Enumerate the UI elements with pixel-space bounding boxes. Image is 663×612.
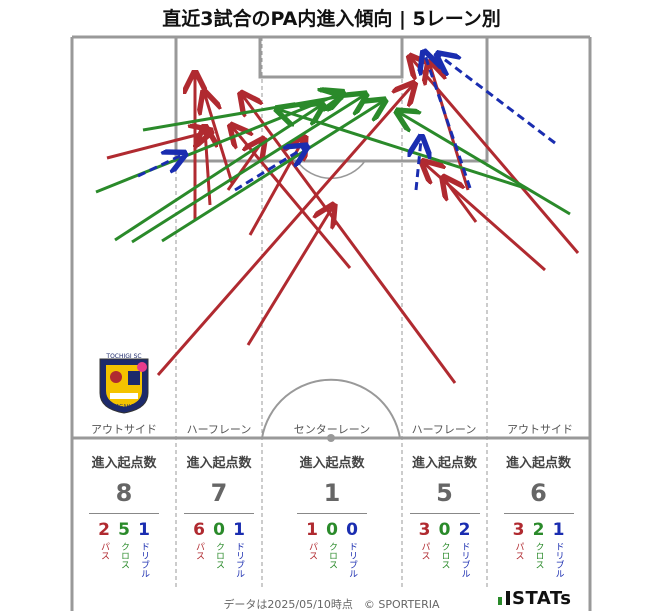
lane-label-outside-right: アウトサイド — [507, 423, 573, 436]
cross-arrows — [95, 94, 571, 244]
dribble-label: ドリブル — [139, 542, 149, 578]
cross-label: クロス — [533, 542, 544, 569]
lane-label-halfspace-left: ハーフレーン — [186, 423, 252, 436]
cross-count: 2 — [532, 520, 545, 540]
club-crest-logo — [99, 358, 149, 414]
dribble-count: 0 — [346, 520, 358, 540]
pass-label: パス — [307, 542, 317, 560]
footer-credit: データは2025/05/10時点 © SPORTERIA — [223, 598, 440, 611]
entry-count-header: 進入起点数 — [505, 456, 571, 471]
pass-count: 3 — [512, 520, 525, 540]
pass-count: 1 — [306, 520, 318, 540]
dribble-arrows — [137, 55, 556, 192]
pass-label: パス — [513, 542, 524, 560]
dribble-count: 1 — [138, 520, 150, 540]
entry-count-total: 8 — [115, 479, 133, 507]
cross-count: 0 — [438, 520, 451, 540]
lane-summary-halfspace-left: 進入起点数 7 6 パス 0 クロス 1 ドリブル — [177, 452, 261, 578]
entry-count-total: 5 — [436, 479, 453, 507]
lane-summary-halfspace-right: 進入起点数 5 3 パス 0 クロス 2 ドリブル — [403, 452, 486, 578]
pass-count: 2 — [98, 520, 110, 540]
cross-count: 0 — [213, 520, 225, 540]
stats-brand-logo: STATs — [498, 588, 571, 609]
lane-summary-center: 進入起点数 1 1 パス 0 クロス 0 ドリブル — [263, 452, 401, 578]
entry-count-header: 進入起点数 — [91, 456, 157, 471]
crest-top-text: TOCHIGI SC — [105, 353, 141, 360]
pass-label: パス — [194, 542, 204, 560]
entry-count-header: 進入起点数 — [411, 456, 477, 471]
cross-count: 0 — [326, 520, 338, 540]
pass-count: 6 — [193, 520, 205, 540]
lane-label-halfspace-right: ハーフレーン — [411, 423, 477, 436]
entry-count-total: 6 — [530, 479, 547, 507]
cross-count: 5 — [118, 520, 130, 540]
dribble-label: ドリブル — [234, 542, 244, 578]
entry-count-header: 進入起点数 — [299, 456, 365, 471]
pass-label: パス — [419, 542, 430, 560]
dribble-count: 1 — [233, 520, 245, 540]
lane-summary-outside-right: 進入起点数 6 3 パス 2 クロス 1 ドリブル — [488, 452, 589, 578]
lane-label-outside-left: アウトサイド — [91, 423, 157, 436]
cross-label: クロス — [119, 542, 129, 569]
lane-summary-outside-left: 進入起点数 8 2 パス 5 クロス 1 ドリブル — [73, 452, 175, 578]
page-title: 直近3試合のPA内進入傾向 | 5レーン別 — [162, 8, 501, 30]
cross-label: クロス — [327, 542, 337, 569]
dribble-label: ドリブル — [459, 542, 470, 578]
cross-label: クロス — [214, 542, 224, 569]
cross-label: クロス — [439, 542, 450, 569]
entry-count-total: 7 — [210, 479, 228, 507]
center-spot — [327, 434, 335, 442]
pass-label: パス — [99, 542, 109, 560]
pass-count: 3 — [418, 520, 431, 540]
dribble-label: ドリブル — [347, 542, 357, 578]
dribble-count: 2 — [458, 520, 471, 540]
entry-count-header: 進入起点数 — [186, 456, 252, 471]
crest-bottom-text: MIYAGAHARA — [108, 404, 142, 410]
dribble-label: ドリブル — [553, 542, 564, 578]
lane-label-center: センターレーン — [293, 423, 371, 436]
dribble-count: 1 — [552, 520, 565, 540]
entry-count-total: 1 — [323, 479, 341, 507]
